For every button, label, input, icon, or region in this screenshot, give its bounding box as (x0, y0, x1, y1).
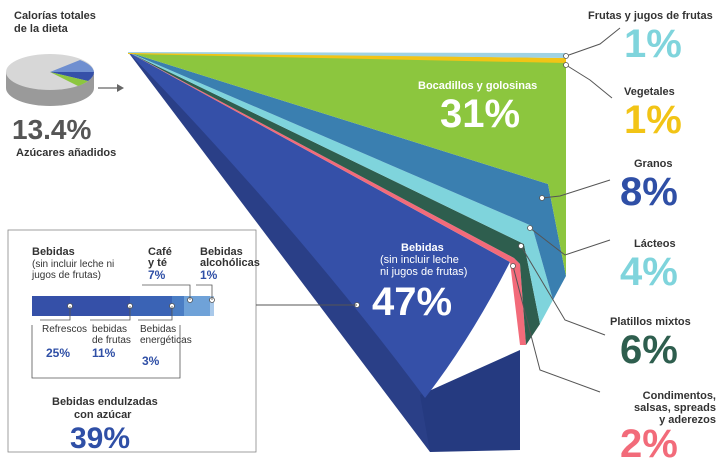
inset-percent: 13.4% (12, 114, 92, 145)
value-granos: 8% (620, 170, 678, 214)
label-frutas: Frutas y jugos de frutas (588, 10, 713, 22)
inset-pie (6, 54, 94, 106)
frutas-slice (128, 52, 566, 58)
bar-frutas (130, 296, 172, 316)
box-sub2: jugos de frutas) (32, 270, 101, 281)
box-endulzadas-value: 39% (70, 422, 131, 455)
box-refrescos-value: 25% (46, 346, 71, 360)
bar-alcohol (210, 296, 214, 316)
box-cafe-value: 7% (148, 268, 166, 282)
inset-caption: Azúcares añadidos (16, 147, 117, 159)
bebidas-inline-label: Bebidas (401, 242, 444, 254)
bebidas-inline-sub1: (sin incluir leche (380, 254, 459, 266)
breakdown-box (7, 229, 357, 453)
box-frutas-2: de frutas (92, 335, 131, 346)
box-cafe-1: Café (148, 246, 172, 258)
bebidas-inline-sub2: ni jugos de frutas) (380, 266, 468, 278)
box-sub1: (sin incluir leche ni (32, 259, 115, 270)
box-alcohol-1: Bebidas (200, 246, 243, 258)
box-alcohol-2: alcohólicas (200, 257, 260, 269)
box-frutas-1: bebidas (92, 324, 128, 335)
label-condimentos-2: salsas, spreads (634, 402, 716, 414)
bocadillos-inline-value: 31% (440, 92, 521, 136)
box-endulzadas-2: con azúcar (74, 409, 132, 421)
label-vegetales: Vegetales (624, 86, 675, 98)
label-condimentos-1: Condimentos, (642, 390, 716, 402)
label-condimentos-3: y aderezos (659, 414, 716, 426)
value-lacteos: 4% (620, 250, 678, 294)
label-platillos: Platillos mixtos (610, 316, 691, 328)
bar-energeticas (172, 296, 184, 316)
granos-slice (128, 52, 566, 300)
value-vegetales: 1% (624, 98, 682, 142)
box-title: Bebidas (32, 246, 75, 258)
bebidas-slice (128, 52, 510, 398)
inset-pie-sugar-slice (50, 60, 94, 72)
box-frutas-value: 11% (92, 346, 116, 360)
label-granos: Granos (634, 158, 673, 170)
vegetales-slice (128, 52, 566, 63)
label-lacteos: Lácteos (634, 238, 676, 250)
bocadillos-inline-label: Bocadillos y golosinas (418, 80, 538, 92)
box-alcohol-value: 1% (200, 268, 218, 282)
inset-title-1: Calorías totales (14, 10, 96, 22)
value-condimentos: 2% (620, 422, 678, 459)
bocadillos-slice (128, 52, 566, 276)
box-refrescos-label: Refrescos (42, 324, 88, 335)
bar-refrescos (32, 296, 130, 316)
bebidas-inline-value: 47% (372, 280, 453, 324)
value-platillos: 6% (620, 328, 678, 372)
box-energeticas-2: energéticas (140, 335, 192, 346)
wedge-3d (128, 52, 566, 452)
box-cafe-2: y té (148, 257, 167, 269)
leader-lines (512, 27, 621, 393)
inset-title-2: de la dieta (14, 23, 68, 35)
box-energeticas-1: Bebidas (140, 324, 177, 335)
value-frutas: 1% (624, 22, 682, 66)
box-energeticas-value: 3% (142, 354, 160, 368)
box-endulzadas-1: Bebidas endulzadas (52, 396, 158, 408)
bebidas-side-face (128, 52, 430, 452)
